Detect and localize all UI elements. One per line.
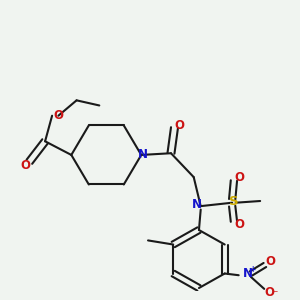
Text: O: O: [265, 286, 275, 299]
Text: N: N: [138, 148, 148, 161]
Text: $^-$: $^-$: [271, 288, 279, 297]
Text: O: O: [21, 159, 31, 172]
Text: N: N: [242, 267, 252, 280]
Text: O: O: [175, 119, 185, 132]
Text: O: O: [53, 109, 63, 122]
Text: S: S: [229, 194, 239, 208]
Text: O: O: [265, 255, 275, 268]
Text: +: +: [250, 265, 256, 274]
Text: O: O: [235, 218, 244, 231]
Text: O: O: [235, 171, 244, 184]
Text: N: N: [191, 198, 202, 211]
